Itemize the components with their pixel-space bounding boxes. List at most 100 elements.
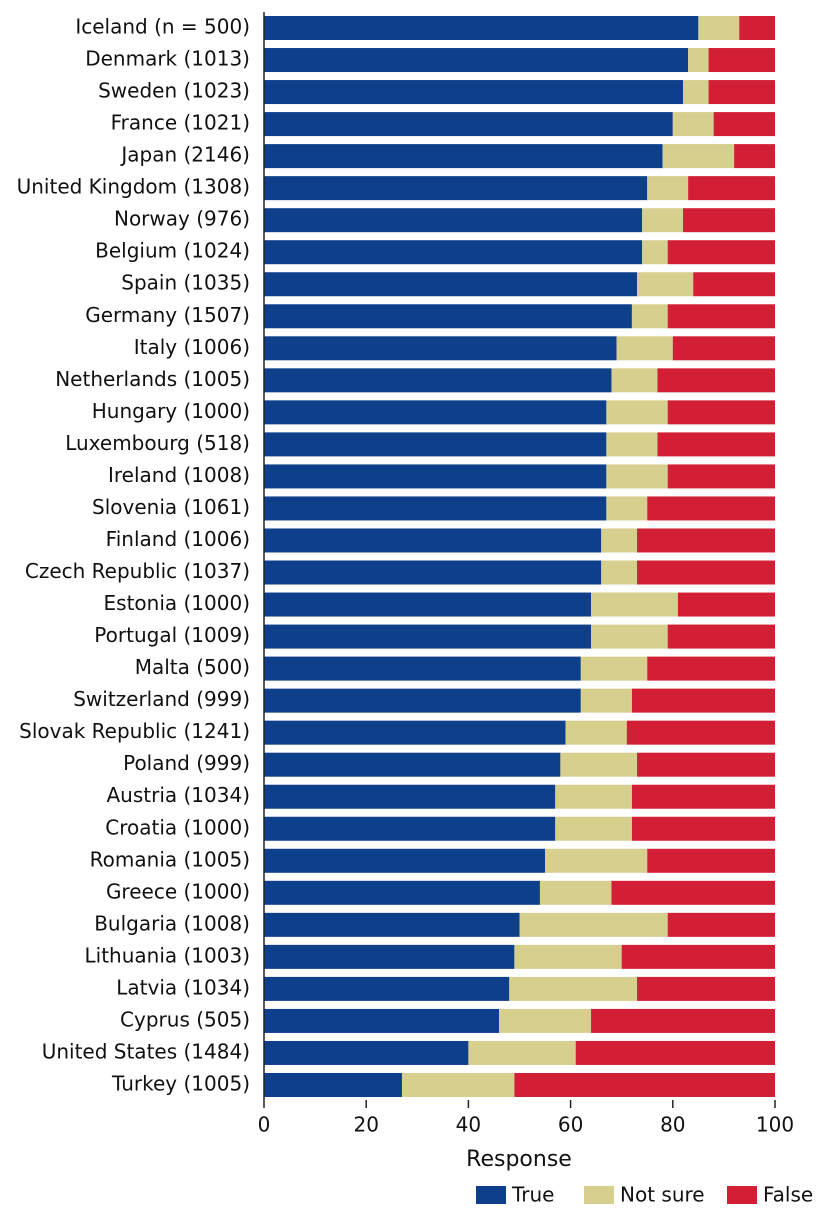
bar-segment	[591, 624, 668, 649]
y-tick-label: Turkey (1005)	[111, 1071, 250, 1095]
bar-segment	[499, 1008, 592, 1033]
bar-segment	[264, 336, 617, 361]
bar-segment	[264, 1072, 402, 1097]
y-tick-label: Luxembourg (518)	[65, 431, 250, 455]
y-tick-label: Denmark (1013)	[85, 47, 250, 71]
x-axis-label: Response	[466, 1147, 572, 1172]
bar-segment	[264, 208, 643, 233]
y-tick-label: Belgium (1024)	[95, 239, 250, 263]
y-tick-label: United Kingdom (1308)	[17, 175, 250, 199]
bar-segment	[264, 720, 566, 745]
bar-segment	[606, 400, 668, 425]
bar-segment	[637, 976, 775, 1001]
bar-segment	[621, 944, 775, 969]
y-tick-label: Hungary (1000)	[92, 399, 250, 423]
bar-segment	[545, 848, 648, 873]
bar-segment	[519, 912, 668, 937]
bar-segment	[565, 720, 627, 745]
y-tick-label: Slovak Republic (1241)	[19, 719, 250, 743]
bar-segment	[575, 1040, 775, 1065]
bar-segment	[672, 336, 775, 361]
bar-segment	[647, 656, 775, 681]
bar-segment	[539, 880, 612, 905]
bar-segment	[606, 464, 668, 489]
bar-segment	[637, 560, 775, 585]
bar-segment	[264, 144, 663, 169]
bar-segment	[580, 688, 632, 713]
y-tick-label: Estonia (1000)	[104, 591, 250, 615]
bar-segment	[264, 848, 546, 873]
bar-segment	[631, 784, 775, 809]
bar-segment	[264, 496, 607, 521]
bar-segment	[264, 272, 638, 297]
bar-segment	[657, 432, 775, 457]
y-tick-label: Lithuania (1003)	[85, 943, 251, 967]
bar-segment	[713, 112, 775, 137]
bar-segment	[611, 880, 775, 905]
bar-segment	[264, 240, 643, 265]
y-tick-label: Bulgaria (1008)	[94, 911, 250, 935]
bar-segment	[637, 272, 694, 297]
bar-segment	[264, 976, 510, 1001]
bar-segment	[642, 208, 684, 233]
bar-segment	[688, 176, 775, 201]
bar-segment	[264, 624, 592, 649]
y-tick-label: Norway (976)	[114, 207, 250, 231]
bar-segment	[667, 304, 775, 329]
legend-swatch	[584, 1186, 614, 1204]
y-tick-label: Iceland (n = 500)	[75, 15, 250, 39]
bar-segment	[693, 272, 775, 297]
bar-segment	[657, 368, 775, 393]
bar-segment	[616, 336, 673, 361]
bar-segment	[264, 560, 602, 585]
legend-swatch	[727, 1186, 757, 1204]
bar-segment	[555, 784, 632, 809]
bar-segment	[672, 112, 714, 137]
bar-segment	[264, 784, 556, 809]
bar-segment	[734, 144, 775, 169]
legend-label: Not sure	[620, 1183, 705, 1207]
bar-segment	[264, 368, 612, 393]
bar-segment	[264, 752, 561, 777]
y-tick-label: Czech Republic (1037)	[25, 559, 250, 583]
y-tick-label: Spain (1035)	[121, 271, 250, 295]
bar-segment	[264, 592, 592, 617]
y-tick-label: Switzerland (999)	[73, 687, 250, 711]
bar-segment	[560, 752, 638, 777]
x-tick-label: 80	[660, 1113, 685, 1137]
bar-segment	[662, 144, 735, 169]
y-tick-label: Ireland (1008)	[108, 463, 250, 487]
bar-segment	[514, 1072, 775, 1097]
bar-segment	[637, 752, 775, 777]
bar-segment	[683, 208, 775, 233]
legend-label: False	[763, 1183, 813, 1207]
bar-segment	[264, 688, 581, 713]
bar-segment	[626, 720, 775, 745]
bar-segment	[631, 688, 775, 713]
bar-segment	[631, 816, 775, 841]
bar-segment	[677, 592, 775, 617]
bar-segment	[591, 592, 678, 617]
bar-segment	[468, 1040, 576, 1065]
bar-segment	[264, 304, 632, 329]
y-tick-label: Latvia (1034)	[116, 975, 250, 999]
y-tick-label: Cyprus (505)	[120, 1007, 250, 1031]
bar-segment	[264, 944, 515, 969]
y-tick-label: Germany (1507)	[85, 303, 250, 327]
y-tick-label: Netherlands (1005)	[55, 367, 250, 391]
legend-swatch	[476, 1186, 506, 1204]
y-tick-label: Poland (999)	[123, 751, 250, 775]
x-tick-label: 40	[456, 1113, 481, 1137]
bar-segment	[264, 400, 607, 425]
bar-segment	[688, 48, 709, 73]
bar-segment	[509, 976, 638, 1001]
y-tick-label: Portugal (1009)	[94, 623, 250, 647]
x-tick-label: 20	[353, 1113, 378, 1137]
bar-segment	[264, 112, 673, 137]
bar-segment	[264, 432, 607, 457]
bar-segment	[698, 16, 740, 40]
y-tick-label: Greece (1000)	[106, 879, 250, 903]
bar-segment	[631, 304, 668, 329]
bar-segment	[667, 400, 775, 425]
